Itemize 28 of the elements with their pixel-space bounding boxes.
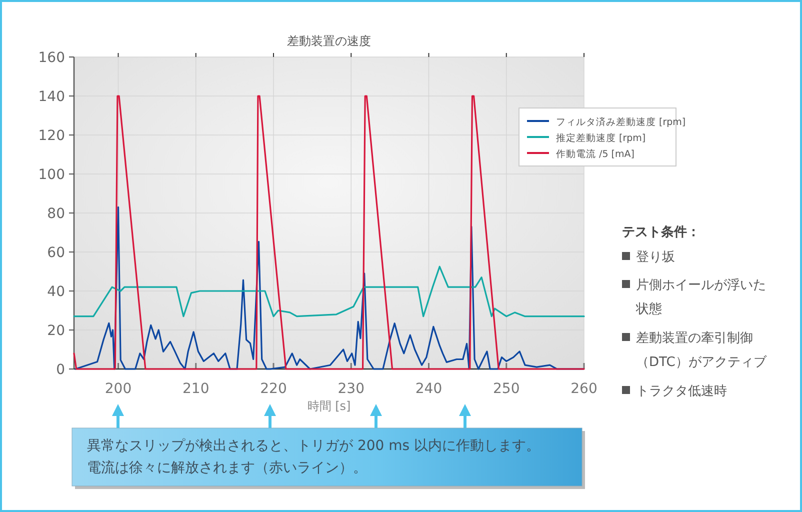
legend-label: 推定差動速度 [rpm]: [556, 132, 646, 144]
x-axis-title: 時間 [s]: [307, 399, 351, 413]
y-tick-label: 100: [38, 167, 65, 183]
legend-label: 作動電流 /5 [mA]: [555, 148, 634, 160]
x-tick-label: 250: [493, 381, 520, 397]
x-tick-label: 240: [415, 381, 442, 397]
y-tick-label: 40: [47, 284, 65, 300]
line-series: [73, 266, 585, 318]
y-tick-label: 20: [47, 323, 65, 339]
legend-label: フィルタ済み差動速度 [rpm]: [556, 116, 686, 128]
text: 異常なスリップが検出されると、トリガが 200 ms 以内に作動します。電流は徐々に解放されます（赤いライン）。: [87, 438, 540, 476]
text: 片側ホイールが浮いた状態: [635, 278, 766, 317]
y-tick-label: 60: [47, 245, 65, 261]
y-tick-label: 160: [38, 50, 65, 66]
text: 登り坂: [636, 250, 675, 265]
x-tick-label: 260: [570, 381, 598, 397]
x-tick-label: 210: [182, 381, 210, 397]
x-tick-label: 220: [260, 381, 287, 397]
chart-title: 差動装置の速度: [287, 34, 371, 48]
x-tick-label: 230: [338, 381, 364, 397]
y-tick-label: 140: [38, 89, 65, 105]
y-tick-label: 80: [47, 206, 65, 222]
y-tick-label: 0: [56, 362, 65, 378]
text: テスト条件：: [622, 225, 700, 240]
x-tick-label: 200: [104, 381, 132, 397]
y-tick-label: 120: [38, 128, 65, 144]
text: トラクタ低速時: [636, 384, 727, 399]
text: 差動装置の牽引制御（DTC）がアクティブ: [636, 331, 768, 370]
